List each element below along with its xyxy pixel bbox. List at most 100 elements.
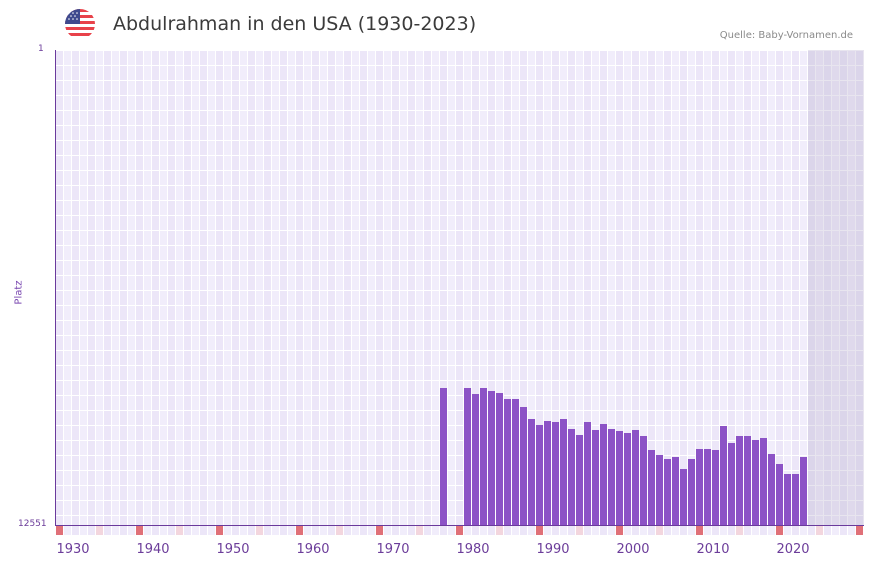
- year-marker: [440, 526, 447, 535]
- year-marker: [208, 526, 215, 535]
- year-marker: [536, 526, 543, 535]
- year-marker: [88, 526, 95, 535]
- year-marker: [752, 526, 759, 535]
- future-shaded-region: [808, 50, 864, 525]
- bar-1987[interactable]: [528, 419, 535, 525]
- bar-2004[interactable]: [664, 459, 671, 525]
- year-marker: [552, 526, 559, 535]
- year-marker: [400, 526, 407, 535]
- bar-2011[interactable]: [720, 426, 727, 525]
- bar-2003[interactable]: [656, 455, 663, 525]
- bar-2007[interactable]: [688, 459, 695, 525]
- year-marker: [264, 526, 271, 535]
- year-marker: [544, 526, 551, 535]
- bar-2013[interactable]: [736, 436, 743, 525]
- year-marker: [368, 526, 375, 535]
- bar-2009[interactable]: [704, 449, 711, 525]
- bar-1979[interactable]: [464, 388, 471, 525]
- year-marker: [640, 526, 647, 535]
- year-marker: [72, 526, 79, 535]
- bar-1988[interactable]: [536, 425, 543, 525]
- year-marker: [648, 526, 655, 535]
- year-marker: [272, 526, 279, 535]
- year-marker: [360, 526, 367, 535]
- year-marker: [352, 526, 359, 535]
- year-marker: [744, 526, 751, 535]
- bar-1980[interactable]: [472, 394, 479, 525]
- year-marker: [384, 526, 391, 535]
- year-marker: [128, 526, 135, 535]
- year-marker: [768, 526, 775, 535]
- year-marker: [816, 526, 823, 535]
- x-tick-1940: 1940: [136, 542, 170, 557]
- year-marker: [376, 526, 383, 535]
- y-tick-bottom: 12551: [18, 519, 47, 529]
- bar-1993[interactable]: [576, 435, 583, 525]
- year-marker: [64, 526, 71, 535]
- bar-2001[interactable]: [640, 436, 647, 525]
- year-marker: [312, 526, 319, 535]
- year-marker: [224, 526, 231, 535]
- x-tick-1990: 1990: [536, 542, 570, 557]
- decade-markers: [56, 526, 864, 535]
- year-marker: [280, 526, 287, 535]
- year-marker: [824, 526, 831, 535]
- year-marker: [480, 526, 487, 535]
- year-marker: [704, 526, 711, 535]
- bar-1989[interactable]: [544, 421, 551, 525]
- bar-1983[interactable]: [496, 393, 503, 525]
- bar-2000[interactable]: [632, 430, 639, 525]
- year-marker: [600, 526, 607, 535]
- bar-2010[interactable]: [712, 450, 719, 525]
- bar-2005[interactable]: [672, 457, 679, 525]
- year-marker: [528, 526, 535, 535]
- bar-1986[interactable]: [520, 407, 527, 525]
- chart-title: Abdulrahman in den USA (1930-2023): [113, 13, 477, 35]
- plot-area: [56, 50, 864, 525]
- bar-2021[interactable]: [800, 457, 807, 525]
- year-marker: [216, 526, 223, 535]
- bar-2002[interactable]: [648, 450, 655, 525]
- x-axis-line: [55, 525, 864, 526]
- bar-2012[interactable]: [728, 443, 735, 525]
- year-marker: [616, 526, 623, 535]
- bar-1994[interactable]: [584, 422, 591, 525]
- bar-1999[interactable]: [624, 433, 631, 525]
- year-marker: [304, 526, 311, 535]
- year-marker: [296, 526, 303, 535]
- year-marker: [784, 526, 791, 535]
- bar-1984[interactable]: [504, 399, 511, 525]
- bar-1992[interactable]: [568, 429, 575, 525]
- bar-2006[interactable]: [680, 469, 687, 525]
- year-marker: [288, 526, 295, 535]
- bar-2015[interactable]: [752, 440, 759, 525]
- bar-1985[interactable]: [512, 399, 519, 525]
- bar-2018[interactable]: [776, 464, 783, 525]
- bar-1997[interactable]: [608, 429, 615, 525]
- year-marker: [712, 526, 719, 535]
- year-marker: [448, 526, 455, 535]
- bar-2020[interactable]: [792, 474, 799, 525]
- year-marker: [104, 526, 111, 535]
- bar-1982[interactable]: [488, 391, 495, 525]
- bar-2008[interactable]: [696, 449, 703, 525]
- bar-1995[interactable]: [592, 430, 599, 525]
- bar-1996[interactable]: [600, 424, 607, 525]
- bar-1976[interactable]: [440, 388, 447, 525]
- bar-1991[interactable]: [560, 419, 567, 525]
- bar-1981[interactable]: [480, 388, 487, 525]
- bar-2016[interactable]: [760, 438, 767, 525]
- year-marker: [56, 526, 63, 535]
- year-marker: [680, 526, 687, 535]
- bar-2017[interactable]: [768, 454, 775, 525]
- bar-2014[interactable]: [744, 436, 751, 525]
- year-marker: [456, 526, 463, 535]
- year-marker: [152, 526, 159, 535]
- year-marker: [728, 526, 735, 535]
- bar-1990[interactable]: [552, 422, 559, 525]
- x-tick-2020: 2020: [776, 542, 810, 557]
- bar-1998[interactable]: [616, 431, 623, 525]
- x-tick-1960: 1960: [296, 542, 330, 557]
- year-marker: [320, 526, 327, 535]
- bar-2019[interactable]: [784, 474, 791, 525]
